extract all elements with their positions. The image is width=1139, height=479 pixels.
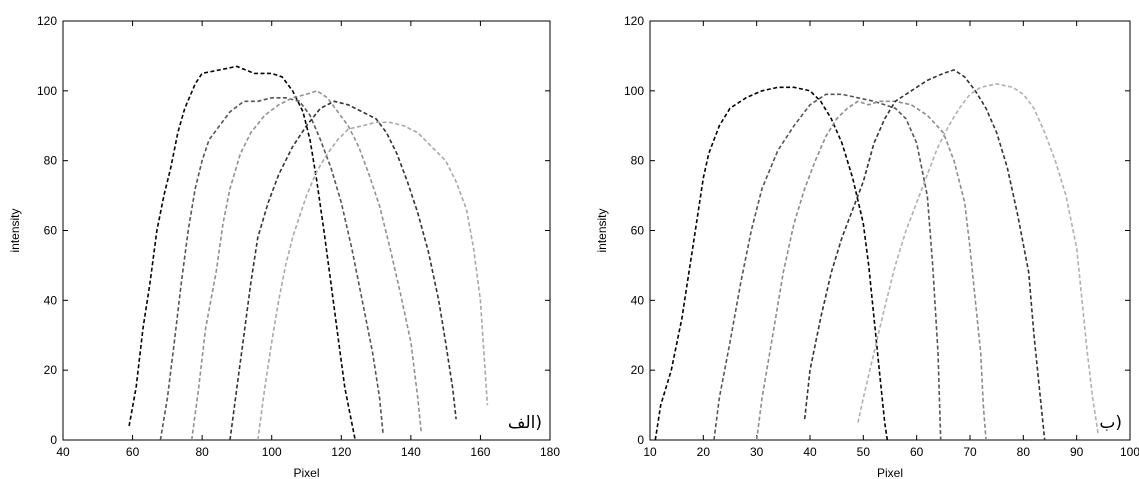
y-tick-label: 60 bbox=[631, 224, 645, 238]
y-tick-label: 0 bbox=[50, 433, 57, 447]
x-tick-label: 140 bbox=[401, 445, 421, 459]
series-line-4 bbox=[229, 100, 457, 441]
y-axis-label: intensity bbox=[8, 208, 22, 252]
series-line-3 bbox=[190, 90, 423, 441]
x-tick-label: 40 bbox=[803, 445, 817, 459]
x-tick-label: 120 bbox=[331, 445, 351, 459]
chart-right: 10 20 30 40 50 60 70 80 90 100 0 20 40 60 80 100 120 Pixe… bbox=[595, 14, 1139, 479]
y-tick-label: 20 bbox=[631, 363, 645, 377]
y-tick-label: 20 bbox=[44, 363, 58, 377]
x-tick-label: 10 bbox=[643, 445, 657, 459]
series-line-1 bbox=[128, 65, 356, 441]
x-tick-label: 40 bbox=[56, 445, 70, 459]
series-line-2 bbox=[713, 93, 942, 441]
plot-frame bbox=[649, 20, 1131, 441]
series-line-3 bbox=[755, 100, 987, 441]
x-tick-label: 80 bbox=[195, 445, 209, 459]
x-tick-label: 100 bbox=[1120, 445, 1139, 459]
panel-label: الف) bbox=[508, 413, 542, 433]
x-axis-label: Pixel bbox=[293, 466, 319, 479]
y-tick-label: 100 bbox=[624, 84, 644, 98]
x-tick-label: 20 bbox=[697, 445, 711, 459]
x-tick-label: 60 bbox=[910, 445, 924, 459]
x-tick-label: 70 bbox=[963, 445, 977, 459]
panel-label: ب) bbox=[1099, 413, 1122, 433]
series-line-5 bbox=[257, 121, 489, 441]
series-line-5 bbox=[857, 83, 1099, 434]
y-tick-label: 80 bbox=[44, 154, 58, 168]
y-tick-label: 120 bbox=[624, 14, 644, 28]
y-axis-label: intensity bbox=[595, 208, 609, 252]
x-tick-label: 60 bbox=[126, 445, 140, 459]
x-tick-label: 30 bbox=[750, 445, 764, 459]
x-axis-label: Pixel bbox=[877, 466, 903, 479]
y-tick-label: 40 bbox=[44, 293, 58, 307]
plot-frame bbox=[62, 20, 551, 441]
series-line-1 bbox=[654, 86, 889, 441]
series-line-2 bbox=[159, 97, 384, 441]
y-tick-label: 40 bbox=[631, 293, 645, 307]
y-tick-label: 100 bbox=[37, 84, 57, 98]
x-tick-label: 100 bbox=[262, 445, 282, 459]
x-tick-label: 160 bbox=[470, 445, 490, 459]
chart-left: 40 60 80 100 120 140 160 180 0 20 40 60 80 100 120 Pixe… bbox=[8, 14, 560, 479]
x-tick-label: 50 bbox=[857, 445, 871, 459]
x-tick-label: 90 bbox=[1070, 445, 1084, 459]
x-tick-label: 80 bbox=[1017, 445, 1031, 459]
x-tick-label: 180 bbox=[540, 445, 560, 459]
y-tick-label: 0 bbox=[637, 433, 644, 447]
y-tick-label: 80 bbox=[631, 154, 645, 168]
y-tick-label: 120 bbox=[37, 14, 57, 28]
series-line-4 bbox=[803, 69, 1046, 441]
y-tick-label: 60 bbox=[44, 224, 58, 238]
